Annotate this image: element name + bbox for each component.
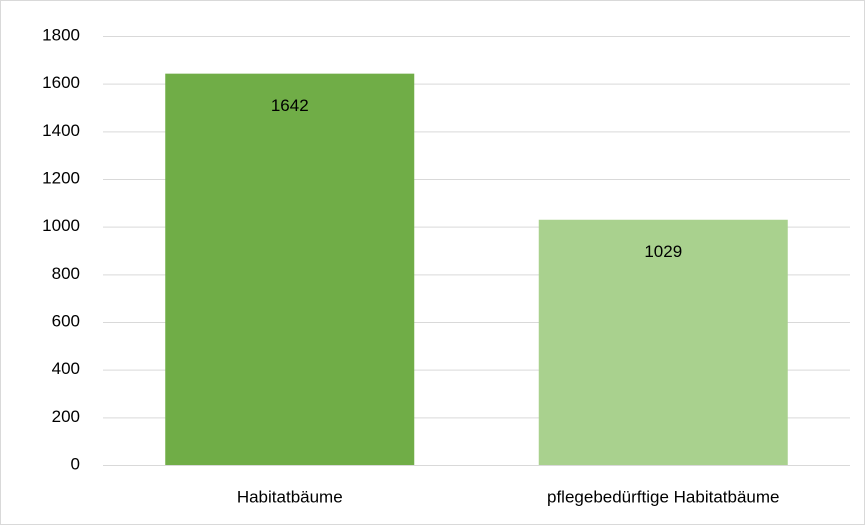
bar <box>538 219 788 465</box>
y-tick-label: 0 <box>71 454 80 473</box>
y-tick-label: 200 <box>52 407 80 426</box>
y-tick-label: 400 <box>52 359 80 378</box>
y-tick-label: 1400 <box>42 121 80 140</box>
data-label: 1642 <box>271 96 309 115</box>
y-tick-label: 800 <box>52 264 80 283</box>
y-tick-label: 1600 <box>42 73 80 92</box>
x-tick-label: pflegebedürftige Habitatbäume <box>547 487 780 506</box>
bar <box>165 73 415 465</box>
y-tick-label: 1800 <box>42 25 80 44</box>
x-tick-label: Habitatbäume <box>237 487 343 506</box>
data-label: 1029 <box>644 242 682 261</box>
y-tick-label: 600 <box>52 311 80 330</box>
y-tick-label: 1000 <box>42 216 80 235</box>
y-tick-label: 1200 <box>42 168 80 187</box>
